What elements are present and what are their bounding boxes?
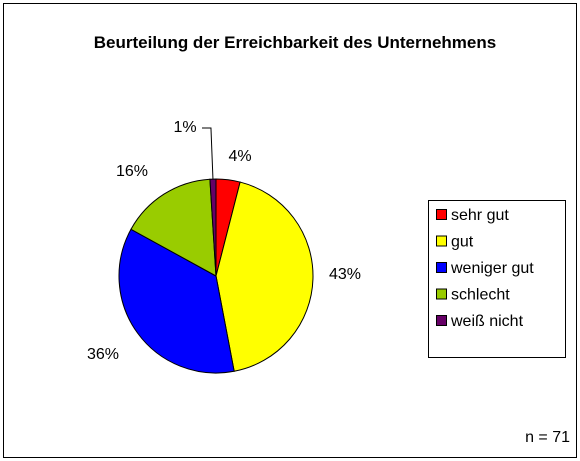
legend-swatch (436, 262, 447, 273)
legend-swatch (436, 209, 447, 220)
leader-line (202, 127, 214, 180)
data-label: 36% (87, 346, 119, 363)
legend-swatch (436, 288, 447, 300)
legend-label: weiß nicht (450, 313, 524, 330)
legend-label: weniger gut (450, 260, 534, 277)
pie-slice (215, 181, 314, 372)
legend-label: gut (451, 234, 474, 251)
legend-swatch (436, 235, 447, 247)
data-label: 43% (329, 266, 361, 283)
legend-label: schlecht (451, 287, 510, 304)
data-label: 4% (228, 148, 251, 165)
data-label: 1% (173, 119, 196, 136)
legend-label: sehr gut (451, 207, 509, 224)
data-label: 16% (116, 163, 148, 180)
pie-slice (130, 178, 217, 277)
chart-title: Beurteilung der Erreichbarkeit des Unter… (93, 33, 497, 52)
legend-swatch (436, 315, 447, 326)
pie-slice (118, 228, 235, 374)
legend-box (428, 200, 566, 358)
annotation: n = 71 (525, 429, 570, 446)
